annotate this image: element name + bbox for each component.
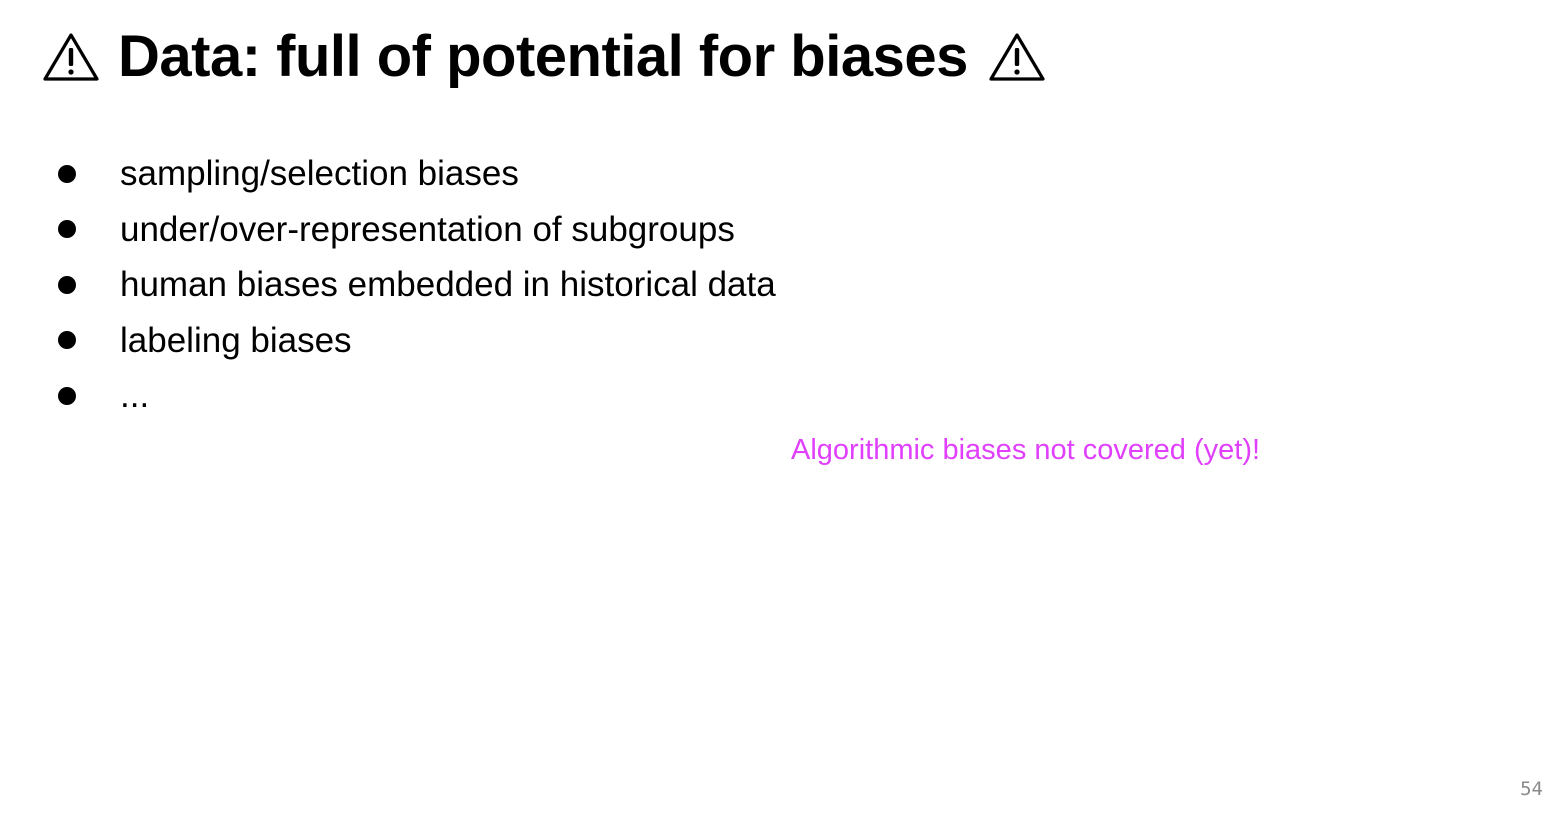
bullet-icon	[58, 164, 76, 183]
list-item: ...	[0, 368, 776, 424]
bullet-icon	[58, 220, 76, 239]
list-item: labeling biases	[0, 313, 776, 369]
list-item: sampling/selection biases	[0, 146, 776, 202]
slide-title: Data: full of potential for biases	[42, 22, 1046, 92]
list-item: under/over-representation of subgroups	[0, 202, 776, 258]
side-note: Algorithmic biases not covered (yet)!	[791, 434, 1261, 466]
list-item-text: labeling biases	[120, 320, 352, 360]
warning-icon	[42, 32, 100, 82]
bullet-icon	[58, 275, 76, 294]
bullet-icon	[58, 386, 76, 405]
list-item-text: sampling/selection biases	[120, 154, 519, 193]
bullet-list: sampling/selection biases under/over-rep…	[0, 146, 776, 424]
list-item-text: human biases embedded in historical data	[120, 265, 776, 304]
list-item-text: ...	[120, 376, 150, 415]
page-number: 54	[1520, 778, 1543, 800]
list-item-text: under/over-representation of subgroups	[120, 209, 735, 249]
list-item: human biases embedded in historical data	[0, 257, 776, 313]
title-text: Data: full of potential for biases	[118, 24, 968, 89]
warning-icon	[988, 32, 1046, 82]
bullet-icon	[58, 331, 76, 350]
